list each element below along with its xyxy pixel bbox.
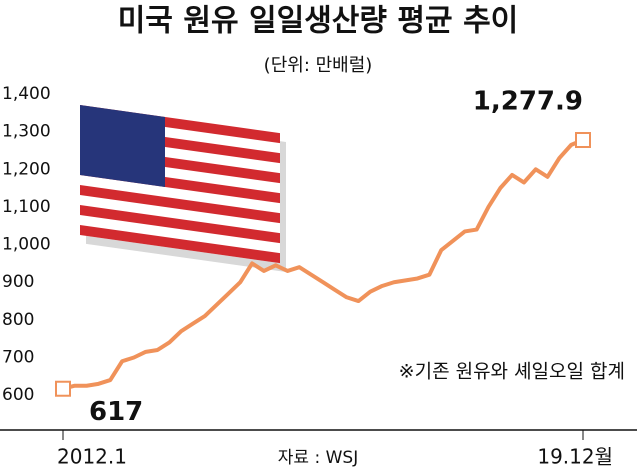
- end-marker: [55, 380, 71, 397]
- x-tick-label: 2012.1: [57, 445, 127, 469]
- y-tick-label: 800: [2, 310, 34, 330]
- y-tick-label: 1,100: [2, 197, 51, 217]
- y-tick-label: 700: [2, 347, 34, 367]
- value-label: 1,277.9: [473, 87, 583, 117]
- y-tick-label: 1,300: [2, 122, 51, 142]
- y-tick-label: 900: [2, 272, 34, 292]
- end-marker: [575, 132, 591, 149]
- y-tick-label: 600: [2, 385, 34, 405]
- value-label: 617: [89, 397, 143, 427]
- source: 자료 : WSJ: [278, 448, 358, 468]
- flag-illustration: [80, 105, 286, 272]
- annotation: ※기존 원유와 셰일오일 합계: [399, 361, 625, 383]
- y-tick-label: 1,400: [2, 84, 51, 104]
- y-tick-label: 1,000: [2, 235, 51, 255]
- line: [62, 138, 584, 391]
- chart-title: 미국 원유 일일생산량 평균 추이: [118, 4, 519, 39]
- chart-subtitle: (단위: 만배럴): [264, 55, 373, 76]
- y-tick-label: 1,200: [2, 159, 51, 179]
- x-tick-label: 19.12월: [537, 445, 613, 469]
